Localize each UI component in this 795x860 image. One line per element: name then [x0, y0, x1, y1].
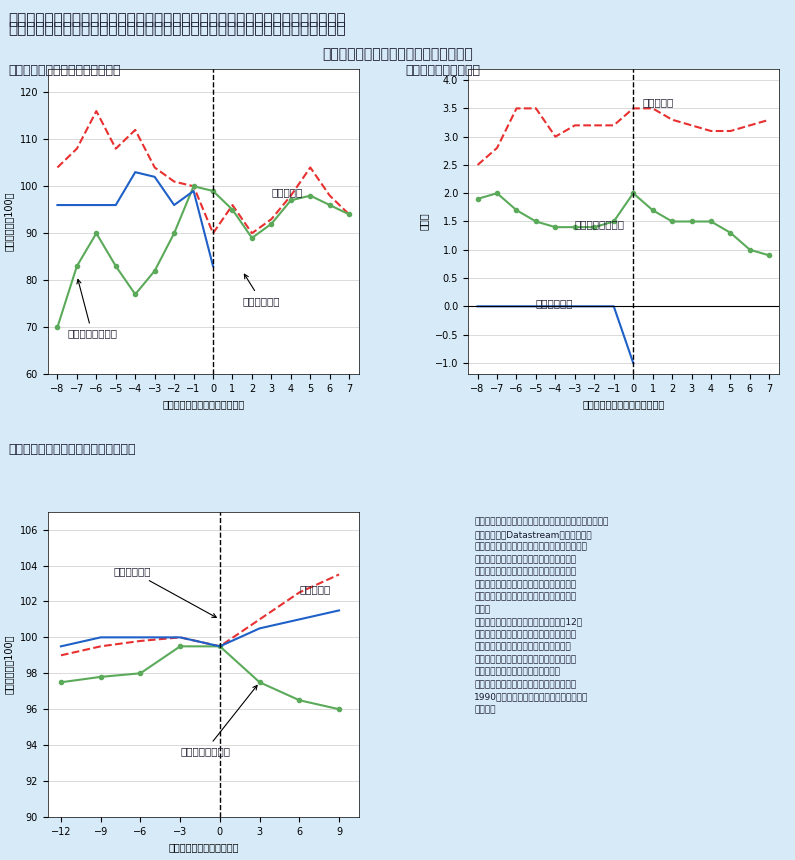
Text: カトリーナ: カトリーナ: [300, 585, 331, 594]
Text: 東日本大震災: 東日本大震災: [536, 298, 573, 309]
X-axis label: （災害発生からの経過月）: （災害発生からの経過月）: [168, 842, 238, 852]
Y-axis label: （被災前月＝100）: （被災前月＝100）: [4, 635, 14, 694]
Text: 第１－１－６図　災害発生前後の消費者マインド、期待物価上昇率及び物価の変動: 第１－１－６図 災害発生前後の消費者マインド、期待物価上昇率及び物価の変動: [8, 12, 346, 27]
Text: （備考）１．内閣府「消費動向調査」、総務省「消費者
物価指数」、Datastreamにより作成。
２．日本の期待物価上昇率は第１－２－４図と
同様。消費者マイン: （備考）１．内閣府「消費動向調査」、総務省「消費者 物価指数」、Datastre…: [474, 518, 608, 714]
Text: 東日本大震災: 東日本大震災: [242, 274, 280, 305]
Text: （２）期待物価上昇率: （２）期待物価上昇率: [405, 64, 480, 77]
Text: （１）消費者マインド（景況感）: （１）消費者マインド（景況感）: [8, 64, 121, 77]
Text: 今回の震災はマインド面にも大きな影響: 今回の震災はマインド面にも大きな影響: [322, 47, 473, 61]
Text: 東日本大震災: 東日本大震災: [114, 567, 216, 617]
Text: カトリーナ: カトリーナ: [271, 187, 303, 198]
Text: 阪神・淡路大震災: 阪神・淡路大震災: [180, 685, 257, 756]
Y-axis label: （％）: （％）: [419, 212, 429, 230]
Y-axis label: （被災前期＝100）: （被災前期＝100）: [4, 192, 14, 251]
Text: カトリーナ: カトリーナ: [643, 97, 674, 108]
Text: （３）被災地域の消費者物価（総合）: （３）被災地域の消費者物価（総合）: [8, 443, 135, 456]
X-axis label: （災害発生からの経過四半期）: （災害発生からの経過四半期）: [162, 399, 244, 409]
Text: 第１－１－６図　災害発生前後の消費者マインド、期待物価上昇率及び物価の変動: 第１－１－６図 災害発生前後の消費者マインド、期待物価上昇率及び物価の変動: [8, 22, 346, 36]
Text: 阪神・淡路大震災: 阪神・淡路大震災: [575, 219, 625, 229]
Text: 阪神・淡路大震災: 阪神・淡路大震災: [67, 280, 117, 339]
X-axis label: （災害発生からの経過四半期）: （災害発生からの経過四半期）: [583, 399, 665, 409]
